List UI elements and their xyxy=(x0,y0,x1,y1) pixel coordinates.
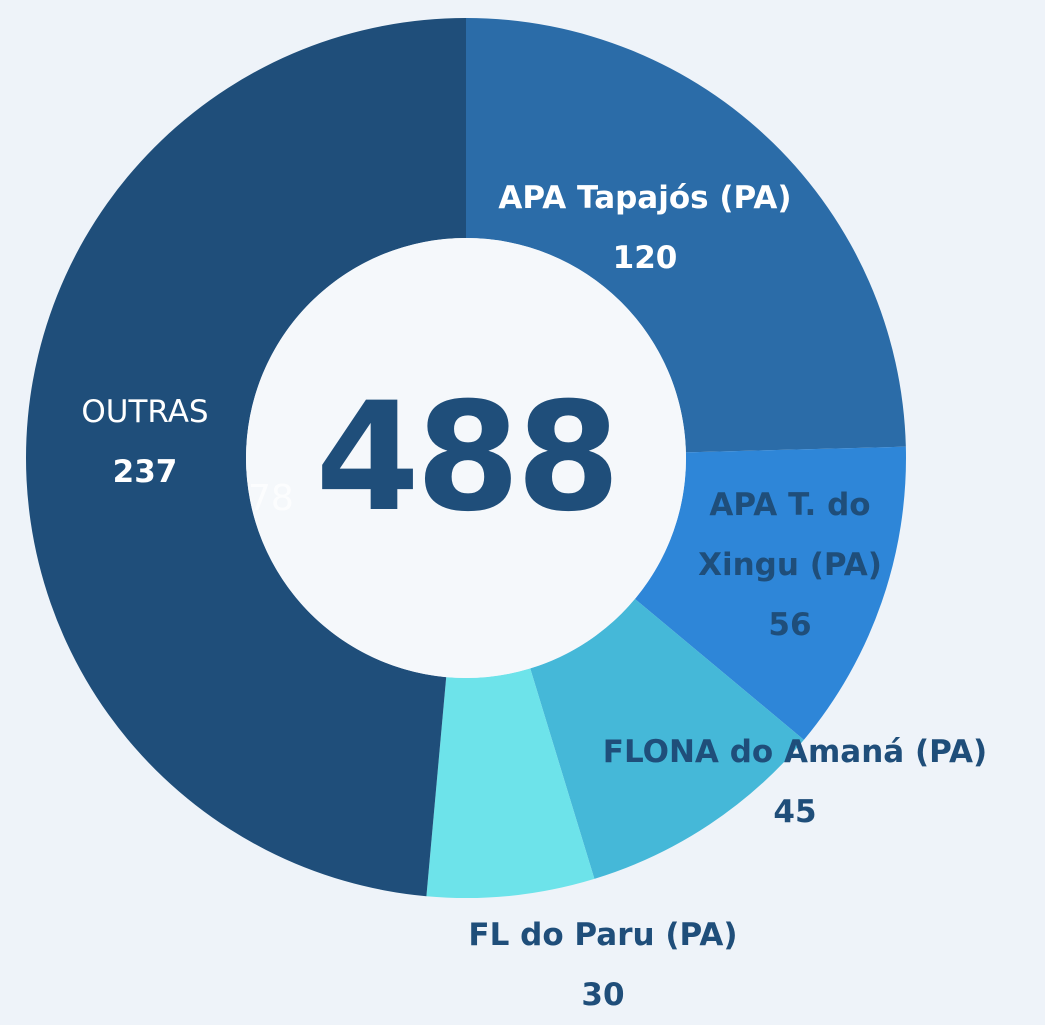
slice-name: APA Tapajós (PA) xyxy=(498,180,792,216)
slice-name: FL do Paru (PA) xyxy=(468,917,738,953)
donut-slice xyxy=(26,18,466,897)
donut-slice xyxy=(634,446,906,740)
slice-name: OUTRAS xyxy=(81,394,209,430)
slice-label: FL do Paru (PA) 30 xyxy=(403,905,803,1025)
slice-value: 120 xyxy=(612,240,678,276)
slice-value: 45 xyxy=(773,794,817,830)
slice-value: 237 xyxy=(112,454,178,490)
donut-slice xyxy=(466,18,906,453)
slice-name: APA T. do Xingu (PA) xyxy=(698,487,882,583)
slice-label: OUTRAS 237 xyxy=(20,382,270,502)
slice-label: FLONA do Amaná (PA) 45 xyxy=(545,722,1045,842)
annotation: 78 xyxy=(248,478,294,519)
slice-label: APA Tapajós (PA) 120 xyxy=(445,168,845,288)
donut-hole xyxy=(246,238,686,678)
donut-slice xyxy=(530,598,804,879)
total-label: 488 xyxy=(315,371,620,545)
donut-slice xyxy=(426,668,595,898)
slice-value: 56 xyxy=(768,607,812,643)
slice-value: 30 xyxy=(581,977,625,1013)
slice-name: FLONA do Amaná (PA) xyxy=(602,734,988,770)
slice-label: APA T. do Xingu (PA) 56 xyxy=(673,475,908,655)
